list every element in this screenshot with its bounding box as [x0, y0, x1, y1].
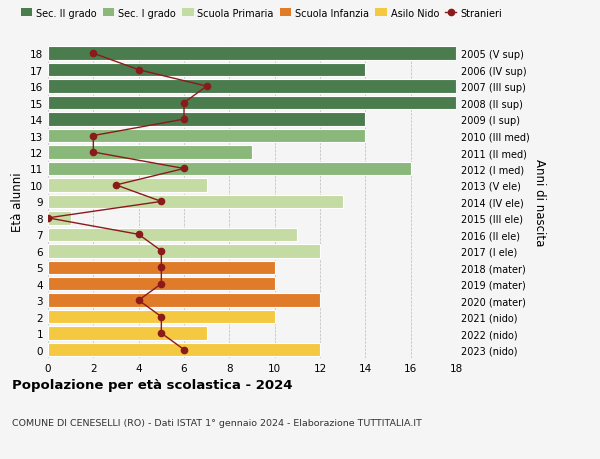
- Bar: [48, 129, 365, 143]
- Y-axis label: Anni di nascita: Anni di nascita: [533, 158, 546, 246]
- Bar: [48, 195, 343, 209]
- Bar: [48, 80, 456, 94]
- Bar: [48, 310, 275, 324]
- Bar: [48, 327, 206, 340]
- Legend: Sec. II grado, Sec. I grado, Scuola Primaria, Scuola Infanzia, Asilo Nido, Stran: Sec. II grado, Sec. I grado, Scuola Prim…: [17, 5, 506, 22]
- Bar: [48, 113, 365, 127]
- Bar: [48, 261, 275, 274]
- Text: Popolazione per età scolastica - 2024: Popolazione per età scolastica - 2024: [12, 379, 293, 392]
- Bar: [48, 212, 71, 225]
- Bar: [48, 162, 410, 176]
- Text: COMUNE DI CENESELLI (RO) - Dati ISTAT 1° gennaio 2024 - Elaborazione TUTTITALIA.: COMUNE DI CENESELLI (RO) - Dati ISTAT 1°…: [12, 418, 422, 427]
- Bar: [48, 343, 320, 357]
- Bar: [48, 245, 320, 258]
- Bar: [48, 97, 456, 110]
- Y-axis label: Età alunni: Età alunni: [11, 172, 25, 232]
- Bar: [48, 294, 320, 307]
- Bar: [48, 146, 252, 159]
- Bar: [48, 277, 275, 291]
- Bar: [48, 179, 206, 192]
- Bar: [48, 47, 456, 61]
- Bar: [48, 228, 298, 241]
- Bar: [48, 64, 365, 77]
